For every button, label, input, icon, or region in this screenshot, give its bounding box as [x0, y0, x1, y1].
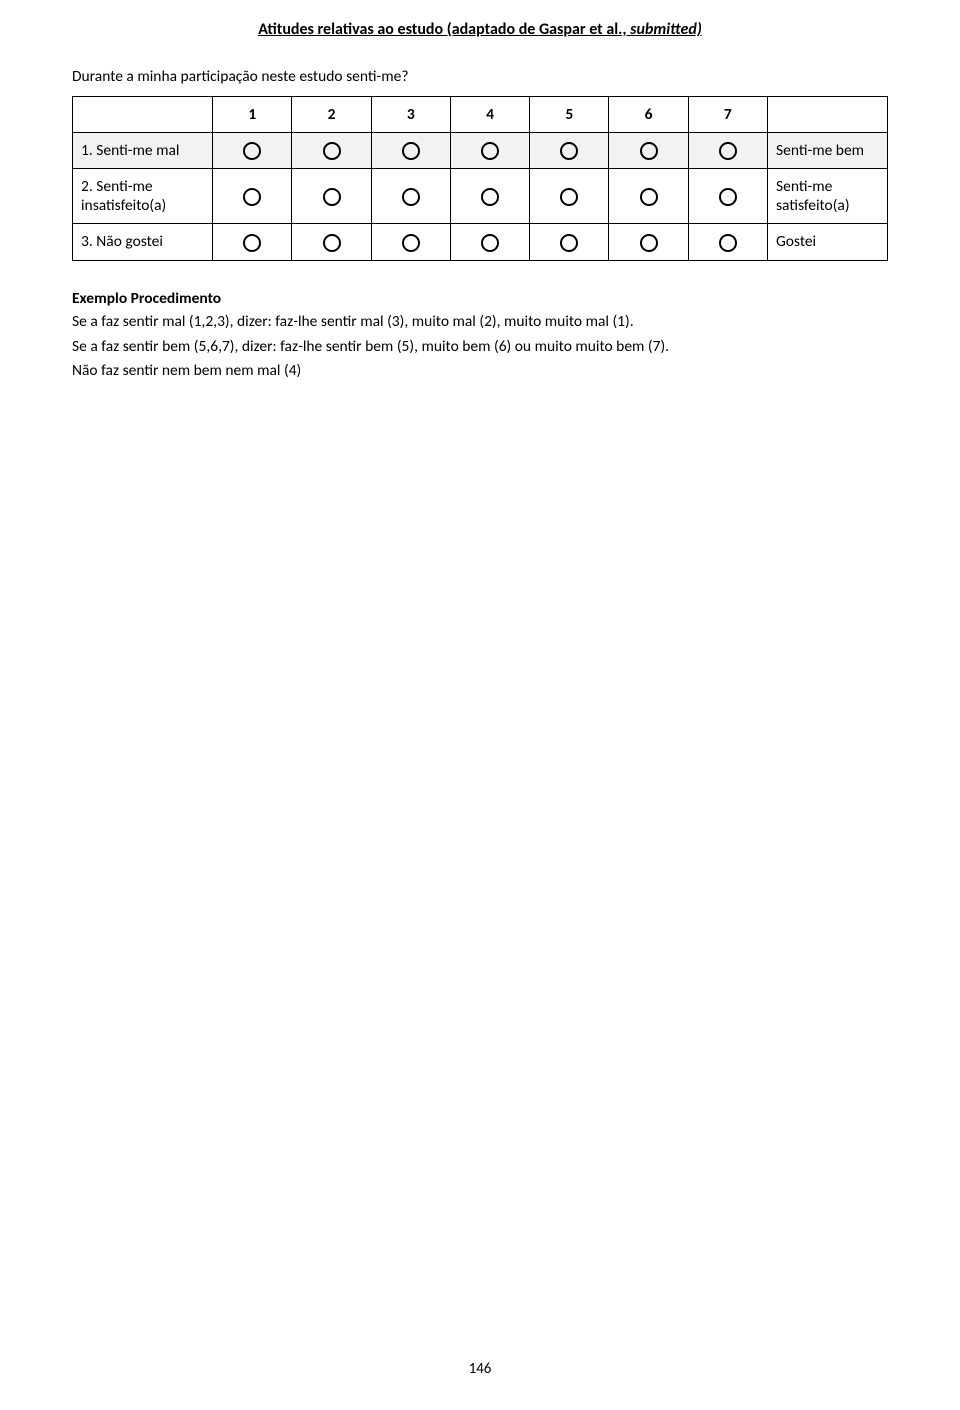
- radio-icon: [719, 142, 737, 160]
- example-line: Se a faz sentir bem (5,6,7), dizer: faz-…: [72, 337, 888, 358]
- radio-cell[interactable]: [688, 169, 767, 224]
- row-left-label: 3. Não gostei: [73, 224, 213, 260]
- radio-icon: [323, 188, 341, 206]
- scale-header-4: 4: [450, 97, 529, 133]
- row-right-label: Senti-me satisfeito(a): [767, 169, 887, 224]
- scale-header-7: 7: [688, 97, 767, 133]
- radio-cell[interactable]: [688, 133, 767, 169]
- radio-cell[interactable]: [213, 224, 292, 260]
- scale-header-5: 5: [530, 97, 609, 133]
- radio-icon: [560, 188, 578, 206]
- table-row: 2. Senti-me insatisfeito(a) Senti-me sat…: [73, 169, 888, 224]
- radio-icon: [402, 188, 420, 206]
- example-line: Se a faz sentir mal (1,2,3), dizer: faz-…: [72, 312, 888, 333]
- radio-icon: [323, 142, 341, 160]
- title-italic: submitted): [630, 20, 702, 39]
- title-text: Atitudes relativas ao estudo (adaptado d…: [258, 20, 630, 39]
- radio-cell[interactable]: [292, 224, 371, 260]
- radio-icon: [481, 142, 499, 160]
- table-row: 3. Não gostei Gostei: [73, 224, 888, 260]
- table-header-row: 1 2 3 4 5 6 7: [73, 97, 888, 133]
- page-number: 146: [0, 1360, 960, 1378]
- radio-cell[interactable]: [292, 133, 371, 169]
- row-right-label: Senti-me bem: [767, 133, 887, 169]
- table-row: 1. Senti-me mal Senti-me bem: [73, 133, 888, 169]
- radio-icon: [640, 188, 658, 206]
- radio-icon: [560, 142, 578, 160]
- radio-cell[interactable]: [450, 224, 529, 260]
- page-title: Atitudes relativas ao estudo (adaptado d…: [72, 20, 888, 39]
- radio-icon: [402, 142, 420, 160]
- header-blank-right: [767, 97, 887, 133]
- radio-cell[interactable]: [213, 133, 292, 169]
- radio-icon: [560, 234, 578, 252]
- radio-cell[interactable]: [530, 169, 609, 224]
- radio-icon: [640, 142, 658, 160]
- radio-cell[interactable]: [213, 169, 292, 224]
- scale-header-3: 3: [371, 97, 450, 133]
- radio-icon: [243, 234, 261, 252]
- scale-header-1: 1: [213, 97, 292, 133]
- radio-icon: [719, 188, 737, 206]
- radio-cell[interactable]: [450, 133, 529, 169]
- row-left-label: 1. Senti-me mal: [73, 133, 213, 169]
- radio-cell[interactable]: [530, 224, 609, 260]
- radio-cell[interactable]: [609, 224, 688, 260]
- radio-cell[interactable]: [371, 133, 450, 169]
- radio-icon: [402, 234, 420, 252]
- radio-icon: [481, 188, 499, 206]
- radio-cell[interactable]: [688, 224, 767, 260]
- radio-cell[interactable]: [450, 169, 529, 224]
- scale-header-6: 6: [609, 97, 688, 133]
- question-text: Durante a minha participação neste estud…: [72, 67, 888, 86]
- example-line: Não faz sentir nem bem nem mal (4): [72, 361, 888, 382]
- radio-cell[interactable]: [609, 133, 688, 169]
- likert-table: 1 2 3 4 5 6 7 1. Senti-me mal Senti-me b…: [72, 96, 888, 261]
- example-heading: Exemplo Procedimento: [72, 289, 888, 308]
- radio-icon: [481, 234, 499, 252]
- scale-header-2: 2: [292, 97, 371, 133]
- radio-icon: [719, 234, 737, 252]
- row-left-label: 2. Senti-me insatisfeito(a): [73, 169, 213, 224]
- radio-icon: [243, 142, 261, 160]
- radio-cell[interactable]: [371, 169, 450, 224]
- header-blank-left: [73, 97, 213, 133]
- radio-cell[interactable]: [530, 133, 609, 169]
- radio-icon: [323, 234, 341, 252]
- radio-cell[interactable]: [609, 169, 688, 224]
- radio-icon: [640, 234, 658, 252]
- row-right-label: Gostei: [767, 224, 887, 260]
- radio-cell[interactable]: [371, 224, 450, 260]
- radio-icon: [243, 188, 261, 206]
- radio-cell[interactable]: [292, 169, 371, 224]
